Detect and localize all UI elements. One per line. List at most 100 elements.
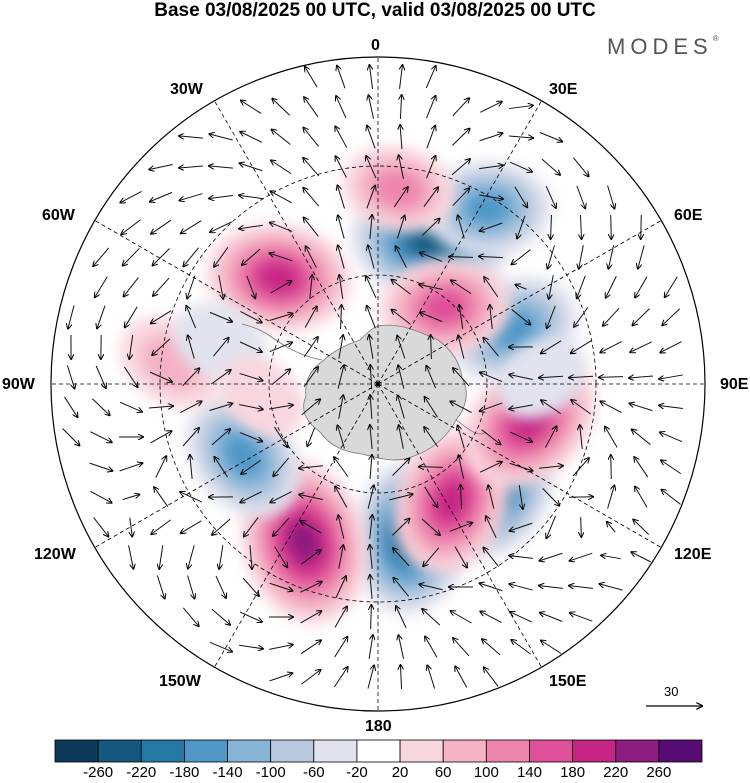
wind-arrow [303,188,320,207]
wind-arrow [93,247,110,266]
coastline-east [455,419,487,435]
wind-arrow [272,130,291,145]
wind-arrow [269,673,293,682]
wind-arrow [480,102,502,113]
wind-arrow [370,515,373,539]
wind-arrow [480,611,502,623]
wind-arrow [240,163,263,172]
colorbar-swatch [313,739,358,763]
lon-label-120e: 120E [674,546,712,563]
wind-arrow [219,545,224,569]
wind-arrow [514,186,527,208]
wind-arrow [90,490,111,502]
wind-arrow [338,245,345,269]
wind-arrow [632,308,650,326]
wind-arrow [304,97,319,118]
wind-arrow [212,518,231,535]
wind-arrow [337,186,345,209]
wind-arrow [600,401,622,414]
wind-arrow [335,576,346,599]
contour-band [219,355,305,437]
wind-arrow [337,365,344,389]
wind-arrow [460,485,461,510]
colorbar-tick-label: -220 [126,764,157,781]
wind-arrow [250,545,252,569]
wind-arrow [242,248,261,265]
wind-arrow [338,515,345,539]
wind-arrow [453,638,470,657]
wind-arrow [449,257,474,258]
wind-arrow [452,188,470,207]
meridian-line [377,220,662,385]
meridian-line [377,383,662,548]
colorbar-tick-label: 220 [603,764,629,781]
wind-arrow [479,165,503,170]
wind-arrow [370,365,371,390]
wind-arrow [479,133,503,142]
wind-arrow [242,577,259,596]
meridian-line [214,383,379,668]
wind-arrow [240,491,262,503]
brand-name: MODES [607,34,713,59]
wind-arrow [151,310,172,324]
wind-arrow [458,455,464,479]
wind-arrow [182,428,199,447]
wind-arrow [632,429,651,445]
wind-arrow [301,521,322,534]
wind-arrow [539,132,562,141]
colorbar-tick-label: 180 [560,764,586,781]
wind-arrow [270,281,292,294]
colorbar-swatch [97,739,142,763]
wind-arrow [509,556,533,559]
wind-arrow [571,400,592,415]
wind-arrow [303,128,319,147]
wind-arrow [305,67,318,88]
wind-arrow [209,196,233,199]
wind-arrow [244,517,259,536]
wind-arrow [90,431,111,443]
wind-arrow [577,275,586,298]
wind-arrow [399,425,404,449]
wind-arrow [539,376,564,378]
meridian-line [377,383,542,668]
colorbar-tick-label: -260 [83,764,114,781]
wind-arrow [68,305,75,328]
wind-arrow [300,582,322,593]
wind-arrow [209,134,233,141]
wind-arrow [335,126,348,148]
wind-arrow [150,431,172,444]
wind-arrow [399,155,404,179]
wind-arrow [539,466,563,469]
wind-arrow [274,426,287,447]
wind-arrow [336,96,347,119]
colorbar-swatch [399,739,444,763]
wind-arrow [451,280,472,295]
wind-arrow [366,276,377,299]
wind-arrow [398,395,405,419]
wind-arrow [369,65,372,89]
wind-arrow [458,215,465,239]
wind-arrow [427,666,436,689]
wind-arrow [155,456,167,479]
wind-arrow [426,96,436,119]
wind-arrow [400,125,402,150]
wind-arrow [240,311,261,322]
colorbar-swatch [140,739,185,763]
wind-arrow [123,248,140,265]
wind-arrow [458,335,465,359]
wind-arrow [421,518,440,535]
colorbar-tick-label: -60 [302,764,325,781]
wind-arrow [454,546,467,568]
wind-arrow [239,644,263,648]
wind-arrow [125,306,138,328]
wind-arrow [569,376,594,377]
colorbar-tick-label: -100 [255,764,286,781]
wind-arrow [239,372,263,380]
wind-arrow [159,545,164,569]
wind-arrow [270,191,292,204]
modes-logo: MODES® [607,34,719,60]
colorbar-tick-label: -20 [346,764,368,781]
wind-arrow [458,425,465,449]
wind-arrow [630,341,653,352]
wind-arrow [606,276,617,298]
